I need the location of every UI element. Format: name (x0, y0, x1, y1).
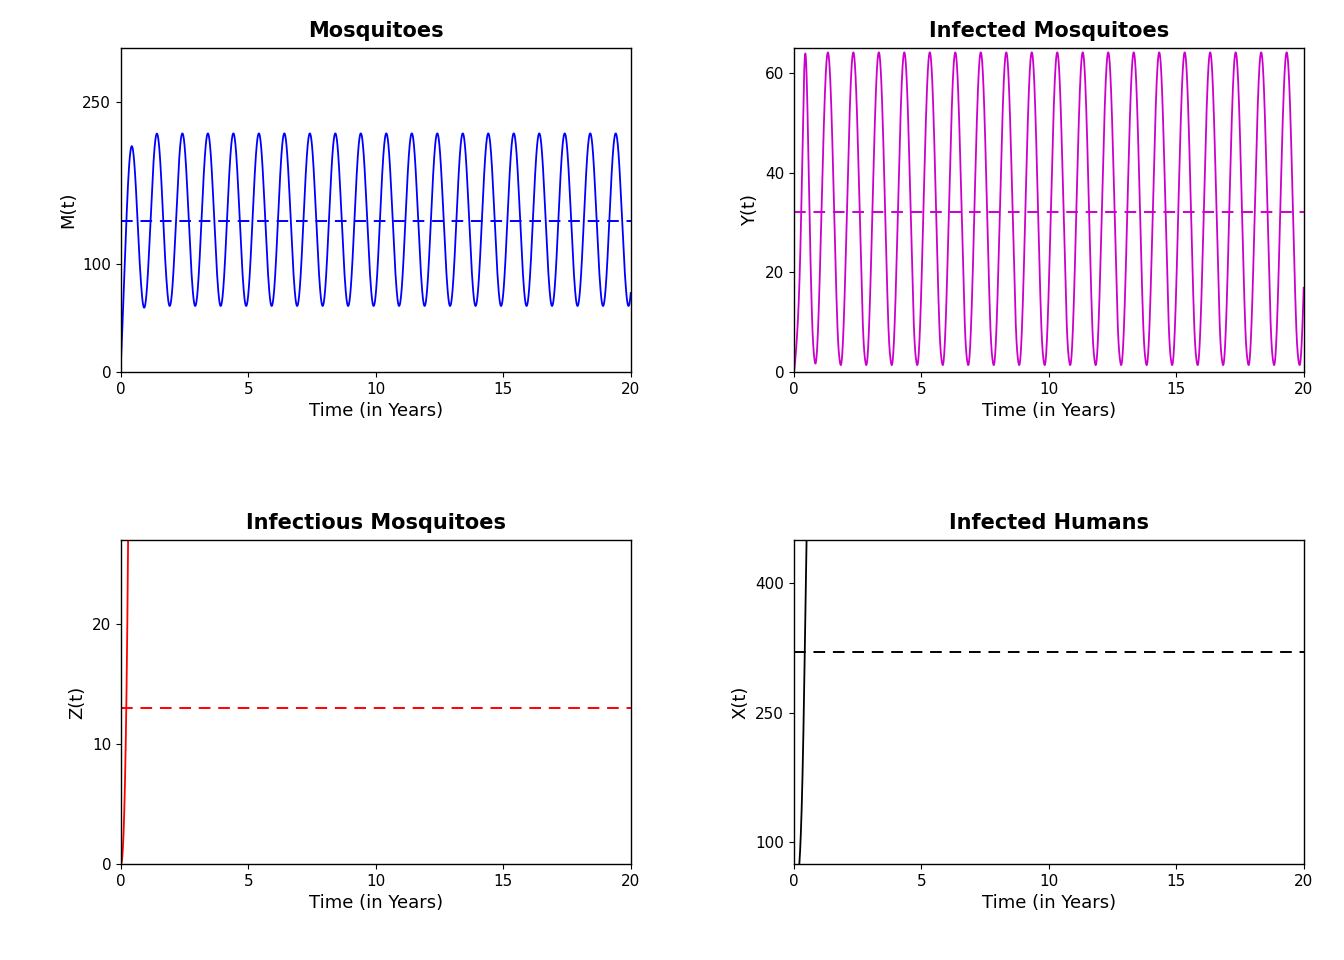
X-axis label: Time (in Years): Time (in Years) (981, 402, 1116, 420)
X-axis label: Time (in Years): Time (in Years) (981, 895, 1116, 912)
Title: Infected Humans: Infected Humans (949, 513, 1149, 533)
Y-axis label: Y(t): Y(t) (742, 194, 759, 226)
Title: Mosquitoes: Mosquitoes (308, 21, 444, 41)
X-axis label: Time (in Years): Time (in Years) (309, 402, 444, 420)
Title: Infectious Mosquitoes: Infectious Mosquitoes (246, 513, 505, 533)
Y-axis label: X(t): X(t) (731, 685, 750, 719)
Title: Infected Mosquitoes: Infected Mosquitoes (929, 21, 1169, 41)
X-axis label: Time (in Years): Time (in Years) (309, 895, 444, 912)
Y-axis label: M(t): M(t) (59, 192, 77, 228)
Y-axis label: Z(t): Z(t) (69, 685, 86, 719)
